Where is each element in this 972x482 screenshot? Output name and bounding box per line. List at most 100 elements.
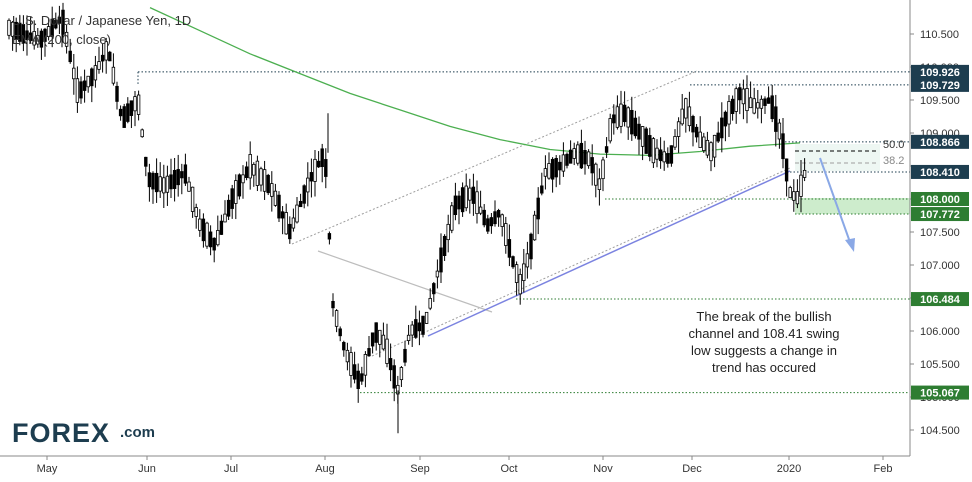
- candle-body: [709, 142, 713, 162]
- candle-body: [370, 332, 375, 347]
- y-tick-label: 107.500: [920, 227, 960, 239]
- candle-body: [108, 51, 112, 62]
- candle-body: [522, 263, 526, 281]
- candle-body: [756, 102, 760, 109]
- level-label: 108.000: [920, 194, 960, 206]
- candle-body: [172, 169, 177, 189]
- candle-body: [615, 106, 620, 128]
- x-tick-label: Jun: [138, 463, 156, 475]
- candle-body: [345, 349, 350, 363]
- candle-body: [777, 122, 782, 140]
- candle-body: [486, 218, 490, 232]
- candle-body: [608, 118, 612, 142]
- level-label: 108.866: [920, 137, 960, 149]
- y-tick-label: 109.500: [920, 95, 960, 107]
- candle-body: [151, 172, 155, 190]
- candle-body: [684, 98, 688, 119]
- candle-body: [273, 190, 278, 206]
- candle-body: [576, 144, 580, 164]
- candle-body: [111, 66, 116, 84]
- candle-body: [280, 211, 285, 219]
- candle-body: [147, 172, 152, 188]
- candle-body: [518, 274, 522, 295]
- candle-body: [342, 342, 346, 351]
- x-tick-label: Feb: [874, 463, 893, 475]
- candle-body: [54, 19, 58, 29]
- candle-body: [291, 217, 296, 229]
- candle-body: [208, 231, 213, 248]
- candle-body: [478, 206, 483, 214]
- candle-body: [468, 187, 472, 201]
- candle-body: [489, 217, 494, 227]
- x-tick-label: Dec: [682, 463, 702, 475]
- candle-body: [57, 16, 62, 24]
- candle-body: [129, 100, 134, 116]
- candle-body: [633, 117, 638, 137]
- candle-body: [403, 348, 407, 363]
- ema-legend: EMA (200, close): [12, 32, 111, 47]
- candle-body: [133, 96, 137, 112]
- candle-body: [410, 324, 414, 336]
- time-axis-ticks: May Jun Jul Aug Sep Oct Nov Dec 2020 Feb: [37, 456, 893, 475]
- falling-trendline: [317, 250, 493, 313]
- candle-body: [219, 220, 224, 235]
- candle-body: [320, 148, 324, 168]
- candle-body: [550, 158, 555, 180]
- candle-body: [414, 319, 418, 338]
- candle-body: [313, 158, 317, 182]
- candle-body: [334, 310, 339, 327]
- candle-body: [327, 233, 332, 240]
- candle-body: [453, 195, 458, 216]
- candle-body: [14, 21, 18, 40]
- candle-body: [198, 218, 202, 231]
- candle-body: [331, 300, 335, 309]
- candle-body: [622, 104, 627, 123]
- candle-body: [367, 348, 371, 357]
- annotation-line-4: trend has occured: [712, 360, 816, 375]
- candle-body: [676, 121, 681, 137]
- candle-body: [554, 158, 558, 178]
- candle-body: [388, 358, 393, 371]
- candle-body: [288, 223, 292, 240]
- candle-body: [752, 98, 756, 114]
- candle-body: [259, 168, 263, 186]
- candle-body: [298, 200, 303, 208]
- forex-logo: FOREX .com: [12, 418, 155, 448]
- candle-body: [626, 107, 630, 128]
- candle-body: [39, 30, 44, 48]
- candle-body: [158, 176, 162, 192]
- candle-body: [252, 163, 256, 176]
- candle-body: [169, 174, 173, 190]
- candle-body: [201, 218, 206, 242]
- y-tick-label: 104.500: [920, 425, 960, 437]
- candle-body: [176, 169, 180, 186]
- candle-body: [399, 367, 404, 381]
- candle-body: [648, 135, 652, 157]
- candle-body: [540, 185, 544, 194]
- candle-body: [86, 75, 90, 88]
- candle-body: [702, 136, 706, 151]
- candle-body: [457, 195, 461, 210]
- level-label-bg: [911, 385, 969, 400]
- fib-50-label: 50.0: [883, 139, 904, 151]
- candle-body: [471, 186, 476, 204]
- candle-body: [136, 94, 141, 115]
- ema-200-line: [149, 7, 801, 157]
- candle-body: [385, 338, 389, 364]
- candle-body: [734, 88, 738, 112]
- candle-body: [680, 108, 684, 125]
- candle-body: [601, 159, 605, 180]
- candle-body: [216, 230, 220, 246]
- candle-body: [241, 174, 245, 184]
- candle-body: [730, 98, 735, 115]
- candle-body: [18, 22, 22, 42]
- candles: [7, 2, 807, 434]
- candle-body: [154, 172, 159, 193]
- candle-body: [579, 142, 584, 169]
- candle-body: [529, 233, 533, 260]
- candle-body: [349, 352, 353, 376]
- candle-body: [727, 101, 731, 125]
- candle-body: [475, 191, 479, 215]
- candle-body: [435, 270, 440, 278]
- level-label-bg: [911, 77, 969, 92]
